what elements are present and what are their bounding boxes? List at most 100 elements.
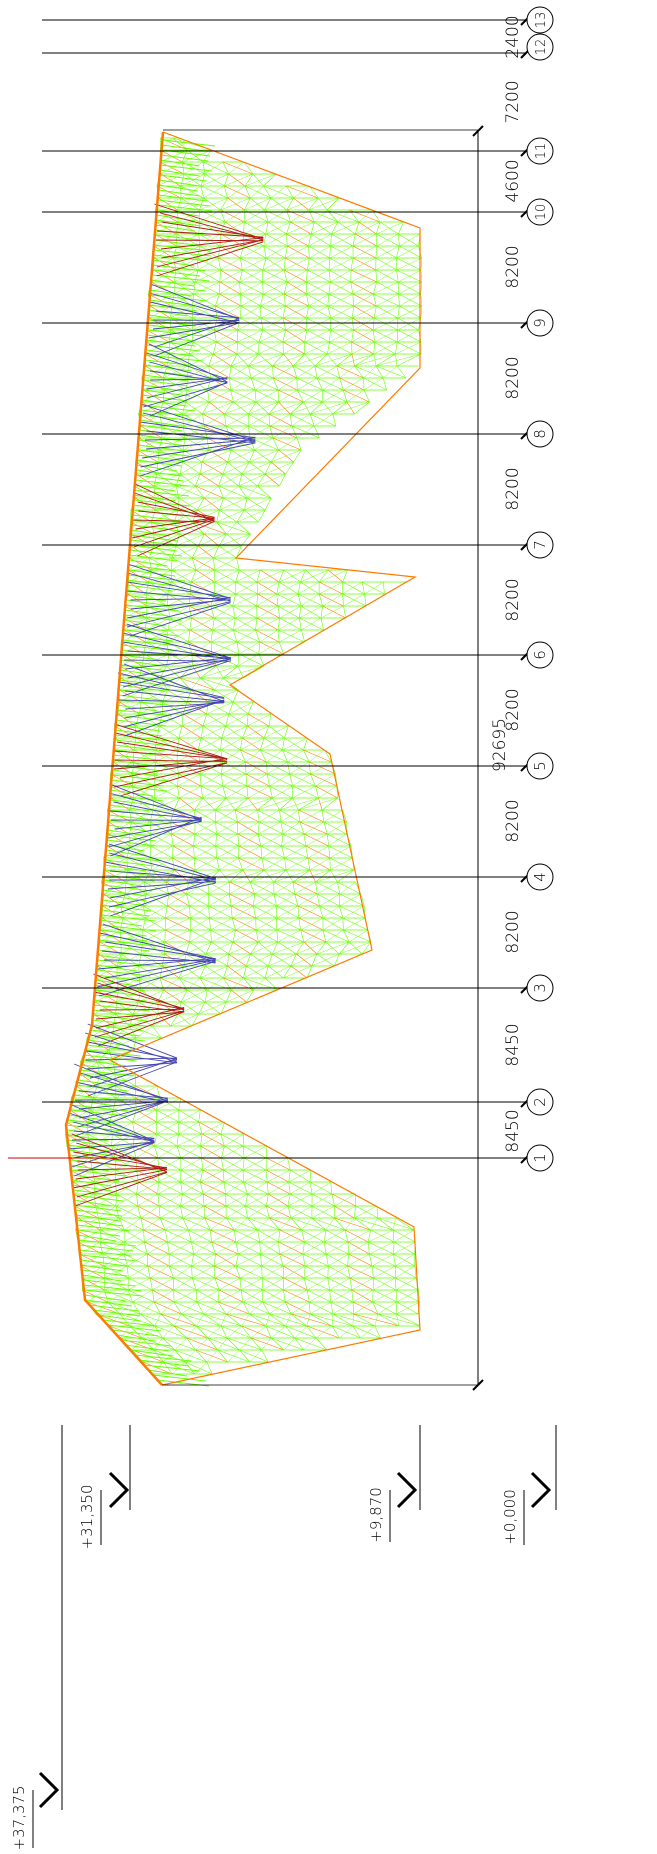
mesh-member bbox=[328, 845, 331, 859]
mesh-diagonal bbox=[201, 1145, 225, 1159]
mesh-diagonal bbox=[323, 809, 343, 823]
top-band-member bbox=[137, 449, 190, 457]
mesh-diagonal bbox=[260, 737, 285, 751]
mesh-diagonal bbox=[375, 365, 407, 379]
grid-label-12: 12 bbox=[534, 39, 549, 56]
top-band-member bbox=[107, 829, 149, 837]
mesh-diagonal bbox=[160, 1301, 175, 1315]
mesh-diagonal bbox=[167, 677, 181, 691]
mesh-member bbox=[192, 521, 205, 535]
mesh-diagonal bbox=[178, 1109, 199, 1123]
mesh-diagonal bbox=[172, 545, 199, 559]
mesh-member bbox=[293, 449, 302, 463]
mesh-member bbox=[373, 305, 377, 319]
mesh-diagonal bbox=[336, 365, 364, 379]
mesh-member bbox=[179, 461, 183, 475]
mesh-member bbox=[352, 233, 356, 247]
mesh-member bbox=[157, 449, 160, 463]
mesh-member bbox=[264, 461, 272, 475]
mesh-diagonal bbox=[327, 341, 352, 355]
grid-bubble-8: 8 bbox=[526, 420, 554, 448]
mesh-diagonal bbox=[287, 749, 304, 763]
mesh-diagonal bbox=[157, 1181, 181, 1195]
mesh-diagonal bbox=[174, 857, 195, 871]
mesh-diagonal bbox=[328, 281, 351, 295]
mesh-diagonal bbox=[265, 1313, 270, 1327]
mesh-member bbox=[377, 1313, 400, 1327]
mesh-diagonal bbox=[198, 269, 220, 283]
mesh-diagonal bbox=[175, 269, 195, 283]
mesh-member bbox=[268, 953, 273, 967]
mesh-member bbox=[288, 1181, 291, 1195]
mesh-diagonal bbox=[286, 221, 315, 235]
mesh-member bbox=[173, 269, 177, 283]
brace-member bbox=[103, 959, 216, 962]
brace-member bbox=[75, 1081, 168, 1103]
mesh-diagonal bbox=[200, 185, 228, 199]
top-band-member bbox=[134, 489, 189, 497]
mesh-diagonal bbox=[231, 989, 247, 1003]
mesh-member bbox=[160, 1313, 175, 1327]
mesh-diagonal bbox=[227, 185, 246, 199]
mesh-member bbox=[369, 1253, 373, 1267]
mesh-diagonal bbox=[230, 893, 255, 907]
mesh-diagonal bbox=[257, 821, 281, 835]
mesh-diagonal bbox=[253, 893, 275, 907]
mesh-member bbox=[191, 1241, 194, 1255]
mesh-diagonal bbox=[376, 269, 397, 283]
mesh-diagonal bbox=[198, 221, 226, 235]
mesh-diagonal bbox=[303, 1265, 329, 1279]
mesh-diagonal bbox=[348, 1253, 373, 1267]
mesh-diagonal bbox=[211, 1241, 239, 1255]
mesh-diagonal bbox=[352, 317, 374, 331]
mesh-member bbox=[234, 1229, 237, 1243]
mesh-member bbox=[215, 845, 217, 859]
mesh-diagonal bbox=[147, 1253, 170, 1267]
mesh-diagonal bbox=[225, 1181, 244, 1195]
mesh-diagonal bbox=[224, 185, 251, 199]
brace-member bbox=[77, 1100, 168, 1128]
mesh-diagonal bbox=[290, 953, 317, 967]
mesh-member bbox=[250, 1337, 262, 1351]
mesh-diagonal bbox=[229, 893, 254, 907]
mesh-diagonal bbox=[183, 437, 208, 451]
mesh-member bbox=[314, 365, 318, 379]
mesh-diagonal bbox=[353, 329, 375, 343]
mesh-diagonal bbox=[226, 785, 248, 799]
mesh-member bbox=[420, 293, 423, 307]
mesh-diagonal bbox=[101, 881, 126, 895]
mesh-member bbox=[232, 929, 236, 943]
top-band-member bbox=[98, 1314, 141, 1322]
mesh-member bbox=[299, 617, 302, 631]
mesh-diagonal bbox=[235, 917, 256, 931]
mesh-diagonal bbox=[171, 581, 191, 595]
mesh-member bbox=[321, 797, 338, 811]
mesh-diagonal bbox=[283, 1265, 305, 1279]
mesh-member bbox=[137, 1205, 142, 1219]
mesh-member bbox=[342, 593, 344, 607]
mesh-member bbox=[162, 1337, 176, 1351]
mesh-member bbox=[342, 809, 347, 823]
mesh-diagonal bbox=[204, 485, 219, 499]
mesh-diagonal bbox=[214, 689, 234, 703]
mesh-diagonal bbox=[136, 1169, 159, 1183]
mesh-member bbox=[167, 581, 172, 595]
mesh-diagonal bbox=[73, 1193, 96, 1207]
mesh-diagonal bbox=[278, 1229, 302, 1243]
mesh-diagonal bbox=[290, 965, 308, 979]
mesh-member bbox=[372, 1289, 374, 1303]
mesh-diagonal bbox=[176, 473, 201, 487]
mesh-diagonal bbox=[97, 965, 118, 979]
mesh-diagonal bbox=[169, 341, 190, 355]
top-band-member bbox=[116, 1334, 156, 1342]
mesh-member bbox=[191, 557, 197, 571]
mesh-diagonal bbox=[267, 1169, 291, 1183]
mesh-member bbox=[219, 269, 221, 283]
mesh-diagonal bbox=[116, 989, 141, 1003]
mesh-diagonal bbox=[108, 1049, 114, 1063]
mesh-diagonal bbox=[286, 185, 319, 199]
mesh-diagonal bbox=[169, 653, 193, 667]
mesh-diagonal bbox=[176, 1133, 203, 1147]
mesh-member bbox=[200, 773, 202, 787]
